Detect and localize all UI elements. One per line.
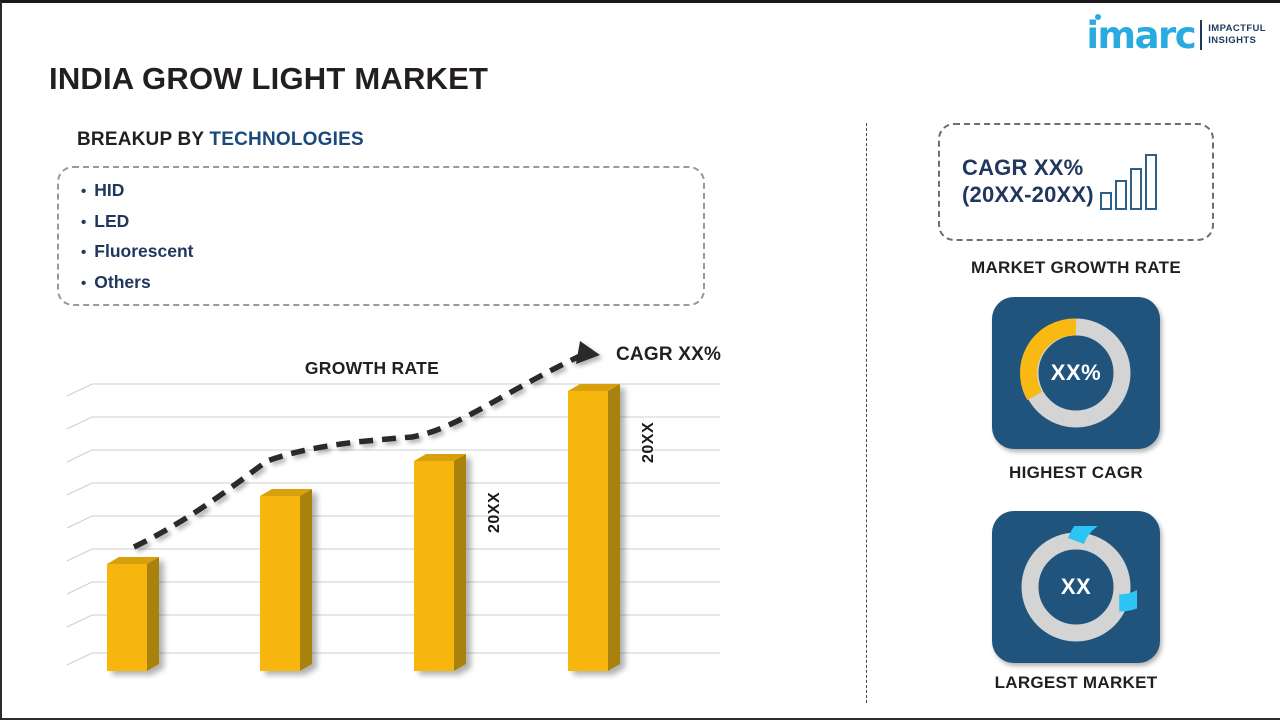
largest-market-value: XX <box>1060 574 1092 599</box>
list-item-label: LED <box>94 210 130 231</box>
panel-divider <box>866 123 867 703</box>
chart-bar-label-4: 20XX <box>640 421 657 463</box>
trend-arrowhead-icon <box>576 341 600 364</box>
logo-divider <box>1200 20 1203 50</box>
logo-tagline-line1: IMPACTFUL <box>1208 23 1266 35</box>
highest-cagr-value: XX% <box>1050 360 1102 385</box>
chart-bar-1 <box>107 557 159 671</box>
bullet-icon: • <box>81 244 87 261</box>
subtitle-prefix: BREAKUP BY <box>77 129 210 150</box>
bar-chart-icon <box>1099 154 1157 210</box>
market-growth-rate-box: CAGR XX% (20XX-20XX) <box>938 123 1214 241</box>
list-item-label: Fluorescent <box>94 241 194 261</box>
list-item: • Others <box>81 271 703 292</box>
logo-tagline: IMPACTFUL INSIGHTS <box>1208 23 1266 47</box>
growth-rate-chart: 20XX 20XX CAGR XX% <box>62 333 742 713</box>
highest-cagr-card: XX% <box>992 297 1160 449</box>
technologies-box: • HID • LED • Fluorescent • Others <box>57 166 705 306</box>
imarc-logo: imarc IMPACTFUL INSIGHTS <box>1086 13 1266 57</box>
bullet-icon: • <box>81 183 87 200</box>
logo-tagline-line2: INSIGHTS <box>1208 35 1257 46</box>
highest-cagr-caption: HIGHEST CAGR <box>1009 463 1143 482</box>
cagr-text: CAGR XX% (20XX-20XX) <box>962 155 1094 209</box>
chart-bar-label-3: 20XX <box>486 491 503 533</box>
largest-market-donut <box>1021 526 1137 642</box>
logo-wordmark: imarc <box>1086 13 1197 57</box>
largest-market-card: XX <box>992 511 1160 663</box>
highest-cagr-donut <box>1020 318 1131 428</box>
chart-trend-line <box>132 341 600 550</box>
chart-gridlines <box>66 383 720 666</box>
list-item-label: Others <box>94 271 151 292</box>
logo-brand-text: imarc <box>1086 13 1196 57</box>
cagr-value: CAGR XX% <box>962 155 1084 181</box>
section-subtitle: BREAKUP BY TECHNOLOGIES <box>77 129 364 151</box>
chart-svg <box>66 341 720 671</box>
list-item: • HID <box>81 180 703 200</box>
chart-bar-2 <box>260 489 312 671</box>
chart-bar-4 <box>568 384 620 671</box>
list-item: • Fluorescent <box>81 241 703 261</box>
largest-market-caption: LARGEST MARKET <box>994 673 1158 692</box>
cagr-period: (20XX-20XX) <box>962 182 1094 207</box>
bullet-icon: • <box>81 213 87 231</box>
logo-dot-icon <box>1095 13 1102 20</box>
list-item: • LED <box>81 210 703 231</box>
market-growth-rate-caption: MARKET GROWTH RATE <box>970 258 1181 277</box>
chart-bar-3 <box>414 454 466 671</box>
chart-cagr-annotation: CAGR XX% <box>616 344 722 365</box>
chart-xaxis-label: GROWTH RATE <box>304 358 440 378</box>
subtitle-accent: TECHNOLOGIES <box>209 129 364 150</box>
list-item-label: HID <box>94 180 125 200</box>
bullet-icon: • <box>81 274 87 292</box>
page-title: INDIA GROW LIGHT MARKET <box>49 61 489 96</box>
